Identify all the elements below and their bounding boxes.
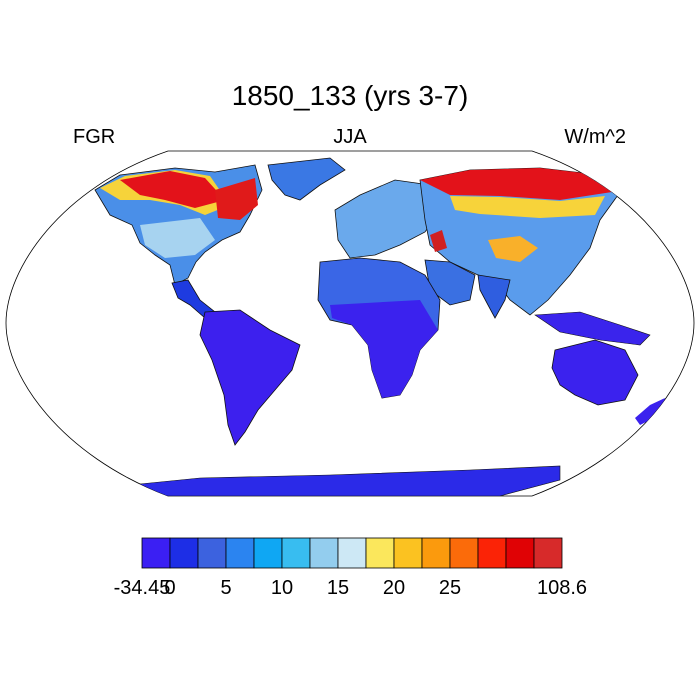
colorbar-tick-label: 15 [327, 577, 349, 599]
colorbar-box-2 [197, 537, 227, 569]
season-label: JJA [333, 126, 367, 148]
new-zealand [635, 398, 665, 425]
siberia-warm [450, 196, 605, 218]
map-title: 1850_133 (yrs 3-7) [231, 80, 469, 111]
north-america-north-hot [120, 171, 225, 208]
colorbar-tick-label: 108.6 [537, 577, 587, 599]
colorbar-box-7 [337, 537, 367, 569]
siberia-hot [420, 168, 612, 200]
colorbar-box-0 [141, 537, 171, 569]
colorbar-box-14 [533, 537, 563, 569]
colorbar-box-5 [281, 537, 311, 569]
colorbar-box-3 [225, 537, 255, 569]
units-label: W/m^2 [564, 126, 626, 148]
south-america [199, 309, 301, 446]
north-america-central-light [140, 218, 215, 258]
antarctica [129, 465, 561, 496]
variable-label: FGR [73, 126, 116, 148]
colorbar-box-6 [309, 537, 339, 569]
colorbar-box-8 [365, 537, 395, 569]
colorbar-box-13 [505, 537, 535, 569]
indonesia [534, 311, 651, 346]
colorbar-tick-label: 25 [439, 577, 461, 599]
colorbar-box-10 [421, 537, 451, 569]
africa-south [330, 300, 438, 398]
colorbar-box-1 [169, 537, 199, 569]
colorbar-tick-label: -34.45 [114, 577, 171, 599]
colorbar-tick-label: 20 [383, 577, 405, 599]
central-asia-warm [488, 236, 538, 262]
colorbar-tick-label: 10 [271, 577, 293, 599]
colorbar-box-12 [477, 537, 507, 569]
india [477, 274, 511, 319]
australia [551, 339, 639, 406]
colorbar-tick-label: 5 [220, 577, 231, 599]
colorbar-tick-label: 0 [164, 577, 175, 599]
colorbar-box-4 [253, 537, 283, 569]
europe [334, 179, 441, 259]
colorbar-box-11 [449, 537, 479, 569]
colorbar-box-9 [393, 537, 423, 569]
caspian-hot [430, 230, 447, 252]
greenland [267, 157, 346, 201]
canada-east-hot [215, 178, 258, 220]
